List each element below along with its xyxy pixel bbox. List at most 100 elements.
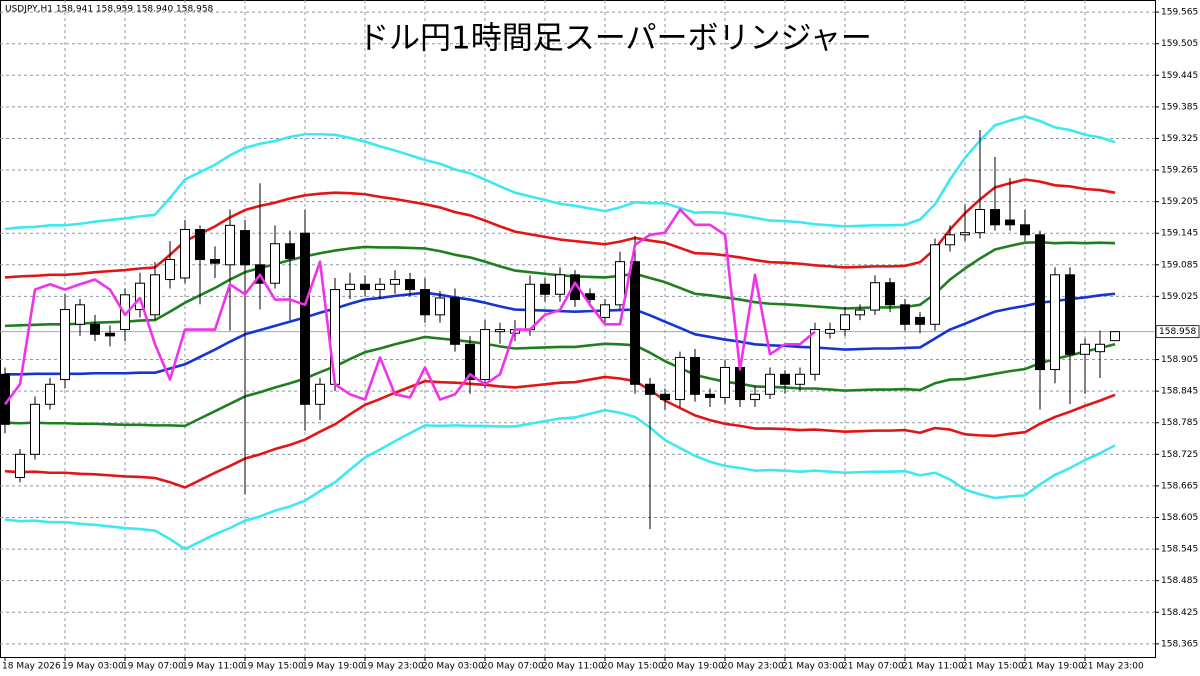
x-tick-label: 21 May 19:00 [1022,662,1084,672]
candle-body [525,283,535,331]
y-tick-label: 158.785 [1161,418,1198,428]
symbol-info: USDJPY,H1 158.941 158.959 158.940 158.95… [5,5,214,15]
y-tick-label: 159.205 [1161,197,1198,207]
candle-body [1095,343,1105,353]
x-tick-label: 20 May 11:00 [542,662,604,672]
x-tick-label: 19 May 11:00 [182,662,244,672]
candle-body [450,297,460,345]
grid [0,0,1155,657]
candle-body [60,309,70,381]
x-tick-label: 20 May 23:00 [722,662,784,672]
y-tick-label: 159.565 [1161,8,1198,18]
candle-body [1050,274,1060,371]
y-tick-label: 159.505 [1161,39,1198,49]
candle-body [855,309,865,316]
x-tick-label: 21 May 03:00 [782,662,844,672]
candle-body [270,243,280,284]
candle-body [960,232,970,236]
candle-body [690,356,700,395]
candle-body [990,209,1000,226]
candle-body [720,366,730,398]
candle-body [285,243,295,259]
candle-body [1110,331,1120,342]
candle-body [165,259,175,281]
x-tick-label: 20 May 19:00 [662,662,724,672]
candle-body [840,314,850,331]
x-tick-label: 20 May 15:00 [602,662,664,672]
candle-body [1080,343,1090,355]
x-tick-label: 18 May 2026 [2,662,61,672]
x-tick-label: 21 May 07:00 [842,662,904,672]
candle-body [795,373,805,385]
candle-body [480,329,490,381]
y-tick-label: 159.325 [1161,134,1198,144]
x-tick-label: 21 May 23:00 [1082,662,1144,672]
y-tick-label: 159.025 [1161,292,1198,302]
y-tick-label: 158.605 [1161,513,1198,523]
candle-body [390,279,400,285]
candle-body [375,283,385,291]
x-tick-label: 20 May 03:00 [422,662,484,672]
chart-title: ドル円1時間足スーパーボリンジャー [358,21,872,57]
candle-body [315,383,325,405]
candle-body [900,304,910,325]
candle-body [345,283,355,291]
candle-body [330,289,340,385]
indicator-line [4,375,1116,489]
candle-body [1065,274,1075,355]
candle-body [180,229,190,279]
y-tick-label: 158.905 [1161,355,1198,365]
y-tick-label: 158.845 [1161,387,1198,397]
indicator-line [3,208,816,406]
candle-body [645,383,655,395]
indicator-line [4,115,1116,231]
candle-body [735,366,745,401]
candle-body [45,383,55,405]
candle-body [810,329,820,375]
y-tick-label: 158.665 [1161,481,1198,491]
candle-body [825,329,835,334]
indicator-line [4,335,1116,428]
candle-body [1005,219,1015,226]
current-price-label: 158.958 [1159,327,1196,337]
candle-body [750,393,760,401]
candle-body [555,274,565,295]
x-tick-label: 21 May 11:00 [902,662,964,672]
candle-body [360,283,370,291]
marks [0,115,1120,551]
x-tick-label: 19 May 03:00 [62,662,124,672]
candle-body [705,393,715,398]
y-tick-label: 159.085 [1161,260,1198,270]
candle-body [465,343,475,381]
y-tick-label: 159.145 [1161,229,1198,239]
candle-body [675,356,685,401]
candle-body [780,373,790,385]
y-tick-label: 159.445 [1161,71,1198,81]
candle-body [915,316,925,325]
x-tick-label: 21 May 15:00 [962,662,1024,672]
candle-body [870,282,880,311]
candle-body [240,230,250,266]
x-tick-label: 19 May 23:00 [362,662,424,672]
candle-body [930,244,940,325]
plot-frame [0,0,1156,658]
x-tick-label: 20 May 07:00 [482,662,544,672]
y-tick-label: 158.425 [1161,608,1198,618]
candle-body [945,234,955,246]
x-tick-label: 19 May 07:00 [122,662,184,672]
candle-body [420,289,430,316]
x-tick-label: 19 May 15:00 [242,662,304,672]
candle-body [615,261,625,306]
candle-body [975,209,985,234]
candle-body [885,282,895,306]
candle-body [225,224,235,266]
candle-body [1035,234,1045,371]
candle-body [405,279,415,291]
y-tick-label: 159.385 [1161,102,1198,112]
candle-body [135,282,145,311]
candle-body [90,323,100,335]
candle-body [150,274,160,316]
x-tick-label: 19 May 19:00 [302,662,364,672]
candle-body [495,329,505,333]
